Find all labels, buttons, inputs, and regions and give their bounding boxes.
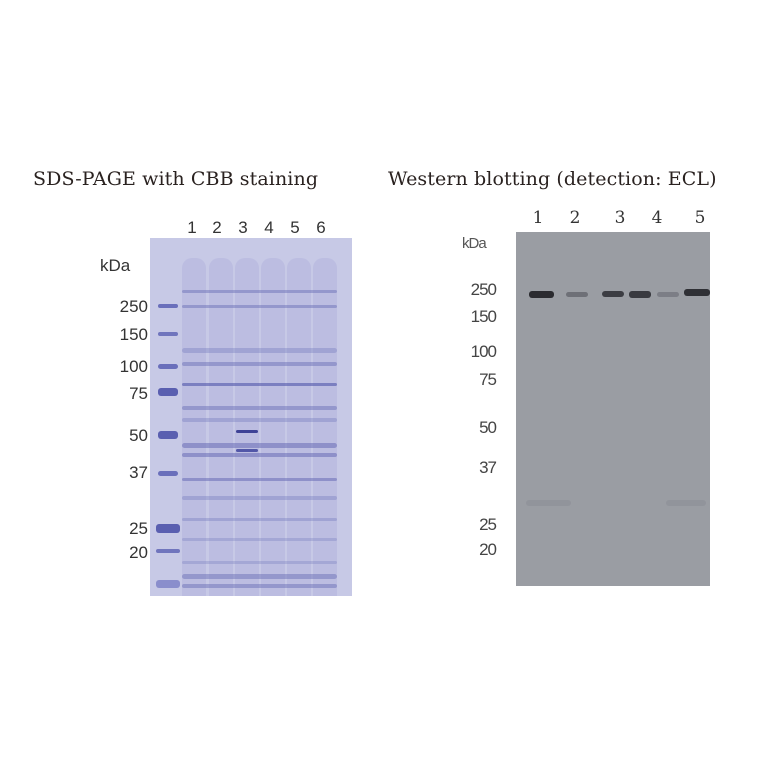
mw-label: 75 bbox=[479, 370, 497, 389]
mw-label: 250 bbox=[119, 297, 148, 316]
lane-label: 4 bbox=[264, 218, 274, 237]
lane-label: 5 bbox=[290, 218, 300, 237]
mw-label: 150 bbox=[119, 325, 148, 344]
lane-label: 3 bbox=[238, 218, 248, 237]
mw-label: 50 bbox=[479, 418, 497, 437]
western-blot-title: Western blotting (detection: ECL) bbox=[388, 168, 717, 190]
lane-label: 4 bbox=[651, 208, 663, 228]
kda-label: kDa bbox=[100, 256, 131, 275]
lane-label: 5 bbox=[694, 208, 706, 228]
mw-label: 50 bbox=[129, 426, 148, 445]
sds-page-gel-image bbox=[150, 238, 352, 596]
mw-label: 250 bbox=[470, 280, 497, 299]
mw-label: 100 bbox=[470, 342, 497, 361]
lane-label: 1 bbox=[187, 218, 197, 237]
lane-label: 2 bbox=[569, 208, 581, 228]
mw-label: 25 bbox=[479, 515, 497, 534]
lane-label: 2 bbox=[212, 218, 222, 237]
mw-label: 75 bbox=[129, 384, 148, 403]
mw-label: 37 bbox=[479, 458, 497, 477]
mw-label: 100 bbox=[119, 357, 148, 376]
western-blot-membrane-image bbox=[516, 232, 710, 586]
lane-label: 1 bbox=[532, 208, 544, 228]
lane-label: 3 bbox=[614, 208, 626, 228]
mw-label: 25 bbox=[129, 519, 148, 538]
sds-page-title: SDS-PAGE with CBB staining bbox=[33, 168, 319, 190]
mw-label: 20 bbox=[479, 540, 497, 559]
mw-label: 20 bbox=[129, 543, 148, 562]
mw-label: 150 bbox=[470, 307, 497, 326]
lane-label: 6 bbox=[316, 218, 326, 237]
kda-label: kDa bbox=[462, 235, 487, 252]
mw-label: 37 bbox=[129, 463, 148, 482]
